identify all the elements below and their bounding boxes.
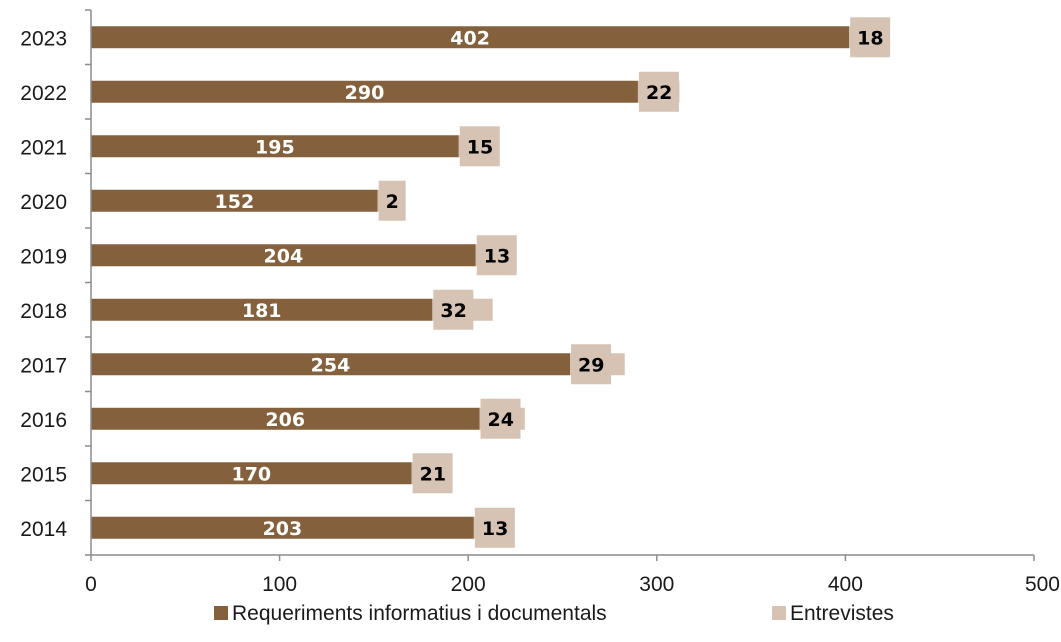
data-label-requeriments: 402 (450, 27, 490, 49)
data-label-requeriments: 254 (311, 354, 351, 376)
data-label-box-entrevistes (433, 289, 474, 330)
bar-segment-requeriments (91, 407, 480, 430)
data-label-box-entrevistes (378, 180, 406, 221)
data-label-entrevistes: 15 (467, 136, 493, 158)
y-tick-label: 2018 (20, 300, 67, 323)
data-label-requeriments: 206 (265, 409, 305, 431)
y-tick-label: 2023 (20, 27, 67, 50)
data-label-box-entrevistes (474, 507, 515, 548)
bar-segment-requeriments (91, 26, 850, 49)
data-label-requeriments: 170 (231, 463, 271, 485)
bar-segment-requeriments (91, 516, 474, 539)
x-tick-label: 500 (1025, 573, 1060, 596)
data-label-entrevistes: 2 (386, 191, 399, 213)
legend-swatch (772, 606, 786, 620)
data-label-box-entrevistes (476, 235, 517, 276)
data-label-requeriments: 195 (255, 136, 295, 158)
data-label-requeriments: 152 (215, 191, 255, 213)
bar-segment-requeriments (91, 462, 412, 485)
y-tick-label: 2021 (20, 136, 67, 159)
legend-label: Entrevistes (790, 602, 894, 625)
x-tick-label: 200 (451, 573, 486, 596)
data-label-box-entrevistes (571, 344, 612, 385)
x-tick-label: 0 (85, 573, 97, 596)
data-label-entrevistes: 21 (420, 463, 446, 485)
legend: Requeriments informatius i documentals En… (214, 602, 894, 625)
data-label-requeriments: 203 (263, 518, 303, 540)
bar-segment-requeriments (91, 244, 476, 267)
data-label-box-entrevistes (412, 453, 453, 494)
y-tick-label: 2015 (20, 463, 67, 486)
bar-segment-requeriments (91, 189, 378, 212)
y-tick-label: 2017 (20, 354, 67, 377)
axes-group: 0 100 200 300 400 500 2014 2015 2016 2017 2018 2019… (20, 9, 1060, 596)
bar-segment-requeriments (91, 80, 638, 103)
data-label-box-entrevistes (459, 126, 500, 167)
data-label-entrevistes: 13 (482, 518, 508, 540)
data-label-entrevistes: 22 (646, 82, 672, 104)
y-tick-label: 2014 (20, 518, 67, 541)
data-label-entrevistes: 24 (488, 409, 514, 431)
bar-segment-requeriments (91, 135, 459, 158)
data-label-entrevistes: 32 (440, 300, 466, 322)
data-label-entrevistes: 13 (484, 245, 510, 267)
data-label-box-entrevistes (850, 17, 891, 58)
legend-item-requeriments: Requeriments informatius i documentals (214, 602, 607, 625)
data-label-requeriments: 204 (264, 245, 304, 267)
bars-group (91, 26, 884, 539)
data-label-entrevistes: 29 (578, 354, 604, 376)
data-label-box-entrevistes (638, 71, 679, 112)
data-label-box-entrevistes (480, 398, 521, 439)
legend-item-entrevistes: Entrevistes (772, 602, 894, 625)
y-tick-label: 2016 (20, 409, 67, 432)
data-label-requeriments: 290 (345, 82, 385, 104)
bar-segment-requeriments (91, 298, 433, 321)
legend-label: Requeriments informatius i documentals (232, 602, 607, 625)
y-tick-label: 2022 (20, 82, 67, 105)
x-tick-label: 300 (639, 573, 674, 596)
x-tick-label: 400 (828, 573, 863, 596)
y-tick-label: 2019 (20, 245, 67, 268)
x-tick-label: 100 (262, 573, 297, 596)
bar-segment-requeriments (91, 353, 571, 376)
data-label-requeriments: 181 (242, 300, 282, 322)
legend-swatch (214, 606, 228, 620)
y-tick-label: 2020 (20, 191, 67, 214)
data-label-entrevistes: 18 (857, 27, 883, 49)
